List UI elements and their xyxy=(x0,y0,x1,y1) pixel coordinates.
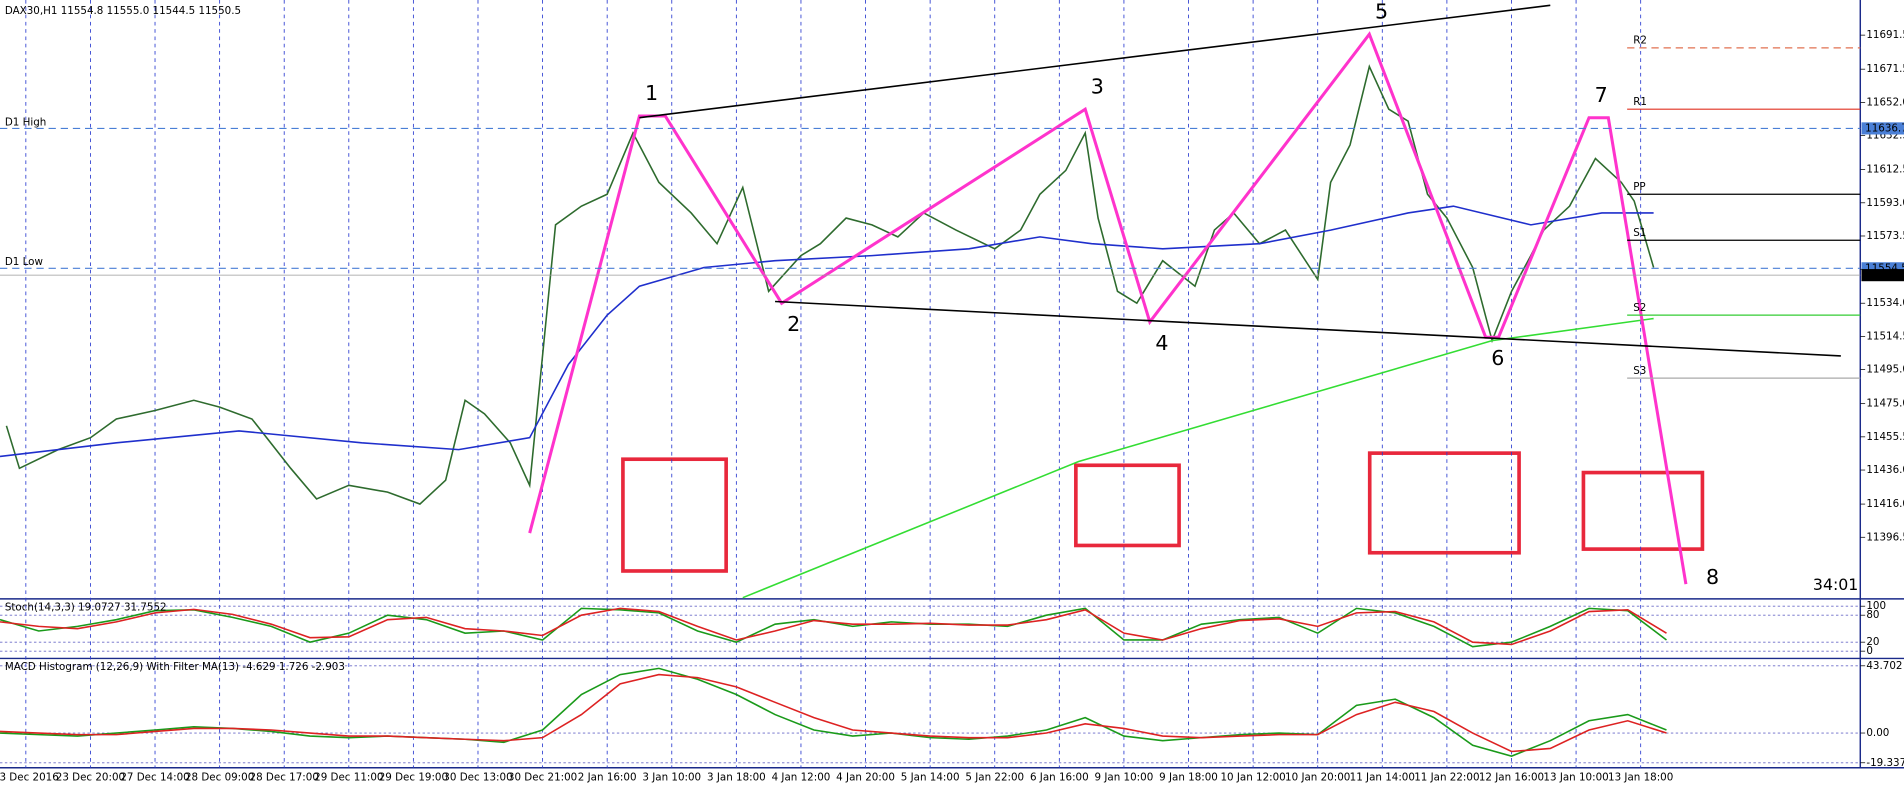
y-tick-label: 11475.0 xyxy=(1866,398,1904,410)
y-tick-label: 20 xyxy=(1866,636,1879,648)
pivot-label: R1 xyxy=(1633,96,1647,108)
wave-label: 3 xyxy=(1091,74,1104,98)
y-tick-label: 11612.5 xyxy=(1866,164,1904,176)
y-tick-label: 11691.5 xyxy=(1866,29,1904,41)
y-tick-label: 11671.5 xyxy=(1866,63,1904,75)
x-tick-label: 2 Jan 16:00 xyxy=(578,771,637,783)
trend-line xyxy=(639,4,1551,119)
pivot-label: PP xyxy=(1633,181,1645,193)
wave-label: 5 xyxy=(1375,0,1388,23)
x-tick-label: 28 Dec 17:00 xyxy=(250,771,319,783)
y-tick-label: 11495.0 xyxy=(1866,364,1904,376)
x-tick-label: 30 Dec 13:00 xyxy=(443,771,512,783)
y-tick-label: 100 xyxy=(1866,600,1886,612)
x-tick-label: 29 Dec 19:00 xyxy=(379,771,448,783)
y-tick-label: 11436.0 xyxy=(1866,464,1904,476)
x-tick-label: 23 Dec 2016 xyxy=(0,771,59,783)
y-tick-label: 11455.5 xyxy=(1866,431,1904,443)
y-tick-label: 11534.0 xyxy=(1866,297,1904,309)
price-box-label: 11636.7 xyxy=(1865,122,1904,134)
y-tick-label: 11573.5 xyxy=(1866,230,1904,242)
x-tick-label: 12 Jan 16:00 xyxy=(1479,771,1544,783)
wave-label: 4 xyxy=(1155,331,1168,355)
pivot-label: S3 xyxy=(1633,365,1646,377)
timer: 34:01 xyxy=(1813,575,1858,594)
y-tick-label: -19.337 xyxy=(1866,757,1904,769)
panel-title: DAX30,H1 11554.8 11555.0 11544.5 11550.5 xyxy=(5,5,241,17)
level-label: D1 High xyxy=(5,116,46,128)
x-tick-label: 6 Jan 16:00 xyxy=(1030,771,1089,783)
highlight-box xyxy=(1074,463,1181,548)
x-tick-label: 11 Jan 22:00 xyxy=(1414,771,1479,783)
x-tick-label: 5 Jan 22:00 xyxy=(965,771,1024,783)
pivot-label: S1 xyxy=(1633,227,1646,239)
x-tick-label: 9 Jan 10:00 xyxy=(1095,771,1154,783)
price-box xyxy=(1861,269,1904,282)
x-tick-label: 4 Jan 12:00 xyxy=(772,771,831,783)
panel-title: MACD Histogram (12,26,9) With Filter MA(… xyxy=(5,661,345,673)
price-box xyxy=(1861,122,1904,135)
highlight-box xyxy=(1581,470,1705,551)
series-line xyxy=(528,31,1688,585)
y-tick-label: 11593.0 xyxy=(1866,197,1904,209)
x-tick-label: 9 Jan 18:00 xyxy=(1159,771,1218,783)
highlight-box xyxy=(621,457,728,573)
y-tick-label: 11514.5 xyxy=(1866,330,1904,342)
panel-title: Stoch(14,3,3) 19.0727 31.7552 xyxy=(5,601,167,613)
series-line xyxy=(742,317,1654,599)
series-line xyxy=(0,205,1654,458)
highlight-box xyxy=(1367,451,1521,555)
x-tick-label: 5 Jan 14:00 xyxy=(901,771,960,783)
wave-label: 7 xyxy=(1595,83,1608,107)
x-tick-label: 27 Dec 14:00 xyxy=(120,771,189,783)
x-tick-label: 30 Dec 21:00 xyxy=(508,771,577,783)
series-line xyxy=(0,667,1667,757)
pivot-label: R2 xyxy=(1633,35,1647,47)
series-line xyxy=(0,673,1667,753)
y-tick-label: 11396.5 xyxy=(1866,531,1904,543)
x-tick-label: 28 Dec 09:00 xyxy=(185,771,254,783)
x-tick-label: 10 Jan 12:00 xyxy=(1220,771,1285,783)
trend-line xyxy=(775,300,1841,357)
x-tick-label: 29 Dec 11:00 xyxy=(314,771,383,783)
x-tick-label: 13 Jan 10:00 xyxy=(1543,771,1608,783)
x-tick-label: 13 Jan 18:00 xyxy=(1608,771,1673,783)
series-line xyxy=(0,607,1667,646)
x-tick-label: 3 Jan 10:00 xyxy=(642,771,701,783)
y-tick-label: 0.00 xyxy=(1866,727,1889,739)
pivot-label: S2 xyxy=(1633,302,1646,314)
wave-label: 1 xyxy=(645,81,658,105)
wave-label: 8 xyxy=(1706,565,1719,589)
x-tick-label: 10 Jan 20:00 xyxy=(1285,771,1350,783)
wave-label: 2 xyxy=(787,312,800,336)
y-tick-label: 11652.0 xyxy=(1866,96,1904,108)
y-tick-label: 11416.0 xyxy=(1866,498,1904,510)
x-tick-label: 11 Jan 14:00 xyxy=(1350,771,1415,783)
wave-label: 6 xyxy=(1491,346,1504,370)
price-box-label: 11550.5 xyxy=(1865,269,1904,281)
x-tick-label: 4 Jan 20:00 xyxy=(836,771,895,783)
y-tick-label: 43.702 xyxy=(1866,660,1902,672)
y-tick-label: 80 xyxy=(1866,609,1879,621)
x-tick-label: 3 Jan 18:00 xyxy=(707,771,766,783)
level-label: D1 Low xyxy=(5,256,43,268)
x-tick-label: 23 Dec 20:00 xyxy=(56,771,125,783)
highlight-boxes xyxy=(621,451,1705,573)
y-tick-label: 0 xyxy=(1866,645,1873,657)
